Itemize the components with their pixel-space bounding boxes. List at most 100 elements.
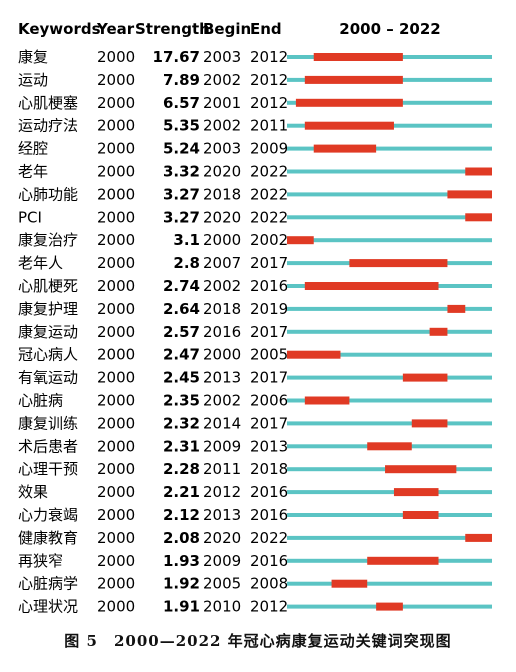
table-row: 术后患者 2000 2.31 2009 2013 [18, 437, 492, 455]
begin-value: 2016 [203, 323, 241, 341]
begin-value: 2018 [203, 300, 241, 318]
year-value: 2000 [97, 575, 135, 593]
burst-bar [411, 419, 448, 428]
table-row: 康复 2000 17.67 2003 2012 [18, 48, 492, 66]
year-value: 2000 [97, 529, 135, 547]
burst-bar [304, 282, 439, 290]
end-value: 2012 [250, 94, 288, 112]
timeline-bar [287, 535, 492, 540]
end-value: 2011 [250, 117, 288, 135]
end-value: 2017 [250, 369, 288, 387]
strength-value: 3.27 [163, 185, 200, 203]
keyword-label: 心脏病学 [18, 575, 78, 593]
year-value: 2000 [97, 598, 135, 616]
table-row: 心肺功能 2000 3.27 2018 2022 [18, 185, 492, 203]
year-value: 2000 [97, 483, 135, 501]
year-value: 2000 [97, 346, 135, 364]
year-value: 2000 [97, 277, 135, 295]
burst-bar [393, 488, 439, 497]
begin-value: 2003 [203, 140, 241, 158]
burst-bar [304, 396, 350, 405]
strength-value: 3.1 [173, 231, 200, 249]
keyword-label: 心肌梗塞 [18, 94, 78, 112]
begin-value: 2010 [203, 598, 241, 616]
burst-bar [313, 53, 403, 61]
year-value: 2000 [97, 94, 135, 112]
table-row: 老年人 2000 2.8 2007 2017 [18, 254, 492, 272]
strength-value: 2.28 [163, 460, 200, 478]
keyword-label: 心理状况 [18, 598, 78, 616]
table-row: 康复运动 2000 2.57 2016 2017 [18, 323, 492, 341]
begin-value: 2009 [203, 552, 241, 570]
keyword-label: 运动 [18, 71, 48, 89]
strength-value: 2.32 [163, 414, 200, 432]
burst-bar [295, 98, 403, 107]
keyword-label: 康复运动 [18, 323, 78, 341]
keyword-label: 健康教育 [18, 529, 78, 547]
keyword-label: 康复训练 [18, 414, 78, 432]
begin-value: 2002 [203, 71, 241, 89]
begin-value: 2013 [203, 506, 241, 524]
timeline-bar [287, 306, 492, 311]
timeline-bar [287, 490, 492, 495]
table-row: 运动疗法 2000 5.35 2002 2011 [18, 117, 492, 135]
begin-value: 2020 [203, 163, 241, 181]
year-value: 2000 [97, 414, 135, 432]
end-value: 2022 [250, 185, 288, 203]
keyword-label: PCI [18, 208, 42, 226]
burst-bar [447, 304, 466, 313]
year-value: 2000 [97, 208, 135, 226]
keyword-label: 经腔 [18, 140, 48, 158]
burst-bar [376, 602, 403, 611]
year-value: 2000 [97, 460, 135, 478]
figure-caption: 图 5 2000—2022 年冠心病康复运动关键词突现图 [64, 632, 452, 650]
end-value: 2016 [250, 552, 288, 570]
burst-bar [304, 75, 403, 84]
begin-value: 2002 [203, 277, 241, 295]
timeline-bar [287, 421, 492, 426]
year-value: 2000 [97, 552, 135, 570]
keyword-label: 心肺功能 [18, 185, 78, 203]
strength-value: 1.92 [163, 575, 200, 593]
end-value: 2022 [250, 163, 288, 181]
keyword-label: 术后患者 [18, 437, 78, 455]
end-value: 2017 [250, 414, 288, 432]
burst-table-chart: Keywords Year Strength Begin End 2000 – … [18, 20, 492, 616]
strength-value: 2.31 [163, 437, 200, 455]
burst-bar [402, 373, 448, 382]
keyword-label: 康复 [18, 48, 48, 66]
begin-value: 2000 [203, 346, 241, 364]
burst-bar [331, 579, 368, 588]
timeline-bar [287, 513, 492, 517]
burst-bar [367, 556, 439, 565]
table-row: 心脏病 2000 2.35 2002 2006 [18, 392, 492, 410]
year-value: 2000 [97, 71, 135, 89]
keyword-label: 老年 [18, 163, 48, 181]
burst-bar [429, 327, 448, 336]
strength-value: 17.67 [153, 48, 200, 66]
strength-value: 1.91 [163, 598, 200, 616]
begin-value: 2002 [203, 392, 241, 410]
burst-bar [304, 121, 394, 130]
table-row: 健康教育 2000 2.08 2020 2022 [18, 529, 492, 547]
table-row: 效果 2000 2.21 2012 2016 [18, 483, 492, 501]
end-value: 2009 [250, 140, 288, 158]
end-value: 2012 [250, 71, 288, 89]
strength-value: 7.89 [163, 71, 200, 89]
strength-value: 2.21 [163, 483, 200, 501]
begin-value: 2007 [203, 254, 241, 272]
begin-value: 2014 [203, 414, 241, 432]
begin-value: 2012 [203, 483, 241, 501]
end-value: 2022 [250, 208, 288, 226]
strength-value: 2.08 [163, 529, 200, 547]
begin-value: 2002 [203, 117, 241, 135]
end-value: 2016 [250, 277, 288, 295]
end-value: 2013 [250, 437, 288, 455]
year-value: 2000 [97, 48, 135, 66]
end-value: 2005 [250, 346, 288, 364]
strength-value: 2.64 [163, 300, 200, 318]
keyword-label: 有氧运动 [18, 369, 78, 387]
table-row: 运动 2000 7.89 2002 2012 [18, 71, 492, 89]
begin-value: 2013 [203, 369, 241, 387]
header-range: 2000 – 2022 [339, 20, 440, 38]
